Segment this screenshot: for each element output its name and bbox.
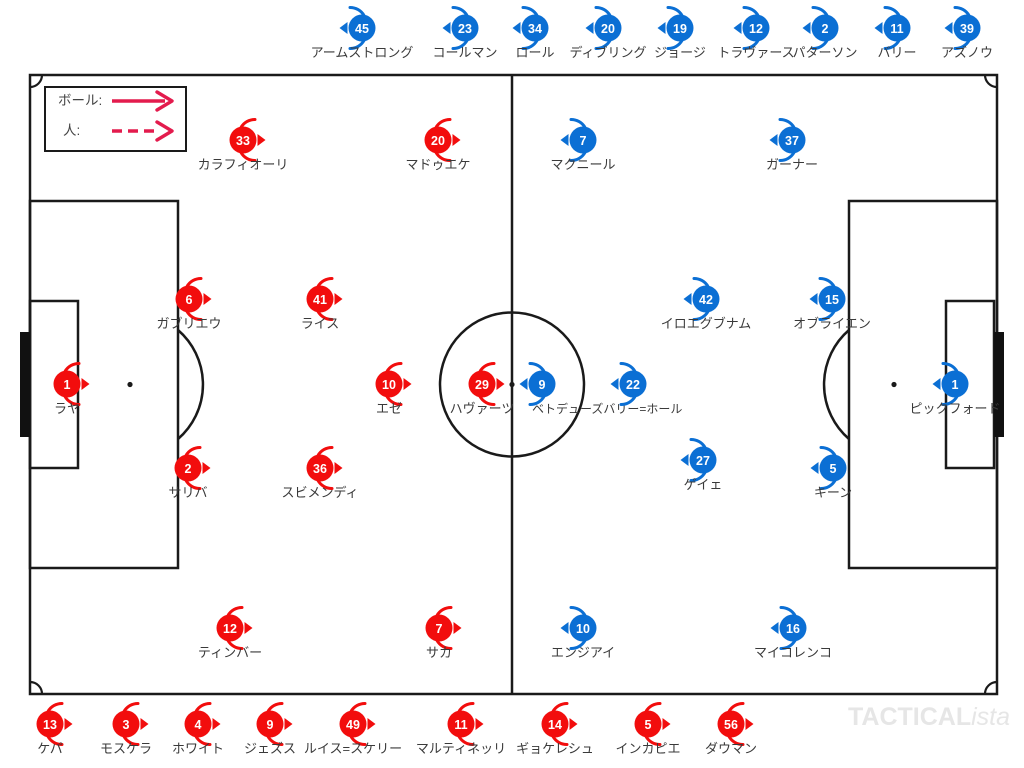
svg-text:34: 34 [528,22,542,36]
svg-text:アズノウ: アズノウ [941,45,993,60]
svg-text:サリバ: サリバ [168,485,207,500]
svg-text:ギョケレシュ: ギョケレシュ [516,741,594,756]
svg-text:15: 15 [825,293,839,307]
svg-text:39: 39 [960,22,974,36]
svg-text:1: 1 [952,378,959,392]
svg-text:49: 49 [346,718,360,732]
svg-text:ジョージ: ジョージ [654,45,706,60]
svg-text:ゲイェ: ゲイェ [684,477,723,492]
svg-text:コールマン: コールマン [432,45,497,60]
svg-text:ディブリング: ディブリング [569,45,646,60]
svg-text:9: 9 [539,378,546,392]
svg-text:ガーナー: ガーナー [766,157,818,172]
svg-text:22: 22 [626,378,640,392]
svg-text:イロエグブナム: イロエグブナム [661,316,752,331]
svg-text:エゼ: エゼ [376,401,402,416]
svg-text:45: 45 [355,22,369,36]
svg-text:カラフィオーリ: カラフィオーリ [198,157,289,172]
svg-text:1: 1 [64,378,71,392]
svg-text:20: 20 [431,134,445,148]
svg-text:ラヤ: ラヤ [54,401,80,416]
svg-text:12: 12 [223,622,237,636]
svg-text:ボール:: ボール: [58,93,102,108]
svg-text:ガブリエウ: ガブリエウ [156,316,221,331]
svg-text:37: 37 [785,134,799,148]
svg-text:モスケラ: モスケラ [100,741,152,756]
svg-text:16: 16 [786,622,800,636]
svg-text:12: 12 [749,22,763,36]
svg-text:キーン: キーン [814,485,852,500]
svg-text:トラヴァース: トラヴァース [717,45,794,60]
svg-text:ロール: ロール [515,45,554,60]
svg-text:ケパ: ケパ [37,741,62,756]
svg-text:6: 6 [186,293,193,307]
svg-text:9: 9 [267,718,274,732]
svg-text:2: 2 [185,462,192,476]
svg-text:ジェズス: ジェズス [244,741,296,756]
svg-text:ベトデューズバリー=ホール: ベトデューズバリー=ホール [532,401,682,416]
svg-text:ティンバー: ティンバー [198,645,262,660]
svg-text:マドゥエケ: マドゥエケ [405,157,470,172]
svg-text:56: 56 [724,718,738,732]
svg-text:41: 41 [313,293,327,307]
svg-text:11: 11 [454,718,467,732]
svg-text:36: 36 [313,462,327,476]
svg-text:エンジアイ: エンジアイ [551,645,615,660]
svg-text:42: 42 [699,293,713,307]
svg-text:スビメンディ: スビメンディ [281,485,358,500]
svg-text:サカ: サカ [426,645,452,660]
svg-text:5: 5 [645,718,652,732]
svg-text:人:: 人: [63,123,80,138]
svg-text:19: 19 [673,22,687,36]
svg-text:2: 2 [822,22,829,36]
svg-text:27: 27 [696,454,710,468]
svg-text:TACTICALista: TACTICALista [848,703,1010,731]
svg-text:パターソン: パターソン [792,45,857,60]
svg-text:23: 23 [458,22,472,36]
svg-text:マイコレンコ: マイコレンコ [754,645,832,660]
svg-text:ライス: ライス [301,316,340,331]
svg-text:ハヴァーツ: ハヴァーツ [450,401,515,416]
svg-text:ピックフォード: ピックフォード [909,401,1000,416]
svg-text:14: 14 [548,718,562,732]
svg-text:マクニール: マクニール [550,157,615,172]
svg-text:ホワイト: ホワイト [172,741,224,756]
svg-text:インカピエ: インカピエ [615,741,680,756]
svg-text:10: 10 [382,378,396,392]
svg-text:マルティネッリ: マルティネッリ [416,741,506,756]
svg-text:5: 5 [830,462,837,476]
svg-text:33: 33 [236,134,250,148]
svg-text:10: 10 [576,622,590,636]
svg-text:オブライエン: オブライエン [793,316,871,331]
svg-text:20: 20 [601,22,615,36]
svg-text:29: 29 [475,378,489,392]
svg-text:11: 11 [890,22,903,36]
svg-text:アームストロング: アームストロング [311,45,414,60]
svg-text:13: 13 [43,718,57,732]
svg-text:ダウマン: ダウマン [705,741,757,756]
svg-text:3: 3 [123,718,130,732]
svg-text:7: 7 [580,134,587,148]
svg-text:7: 7 [436,622,443,636]
svg-text:4: 4 [195,718,202,732]
svg-text:バリー: バリー [877,45,916,60]
svg-text:ルイス=スケリー: ルイス=スケリー [304,741,402,756]
